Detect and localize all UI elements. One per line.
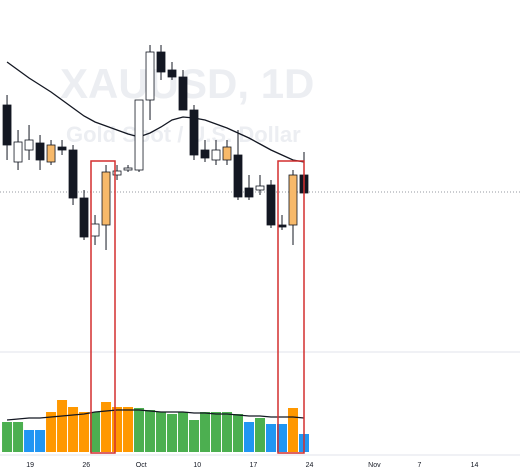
candle-body <box>46 144 56 163</box>
candle-body <box>211 149 221 161</box>
highlight-box <box>90 160 116 454</box>
candle-body <box>90 223 100 237</box>
candle-body <box>79 197 89 238</box>
volume-bar <box>46 412 57 452</box>
volume-bar <box>167 414 178 452</box>
volume-bar <box>276 424 287 452</box>
x-tick-label: 14 <box>471 462 479 469</box>
volume-bar <box>123 407 134 452</box>
candle-body <box>255 185 265 191</box>
volume-bar <box>90 412 101 452</box>
x-tick-label: 7 <box>418 462 422 469</box>
candle-body <box>200 149 210 159</box>
volume-bar <box>222 412 233 452</box>
candle-body <box>288 174 298 226</box>
volume-bar <box>211 412 222 452</box>
volume-bar <box>101 402 112 452</box>
volume-bar <box>287 408 298 452</box>
x-tick-label: Nov <box>368 462 381 469</box>
candle-body <box>57 146 67 151</box>
x-tick-label: 10 <box>193 462 201 469</box>
candle-body <box>244 187 254 198</box>
candle-body <box>189 109 199 156</box>
volume-bar <box>79 412 90 452</box>
candle-body <box>156 51 166 73</box>
x-tick-label: 26 <box>82 462 90 469</box>
volume-bar <box>178 412 189 452</box>
x-tick-label: 19 <box>26 462 34 469</box>
volume-bar <box>112 407 123 452</box>
plot: 19 26 Oct 10 17 24 Nov 7 14 <box>2 45 478 469</box>
volume-bar <box>265 424 276 452</box>
candle-body <box>178 76 188 111</box>
volume-bar <box>13 422 24 452</box>
volume-bar <box>2 422 13 452</box>
highlight-box <box>277 160 305 454</box>
volume-bar <box>134 408 145 452</box>
volume-bar <box>57 400 68 452</box>
candle-body <box>222 146 232 161</box>
candle-body <box>134 99 144 171</box>
volume-bar <box>189 420 200 452</box>
candle-body <box>233 154 243 198</box>
moving-average-line <box>6 61 305 163</box>
volume-bar <box>244 422 255 452</box>
volume-bar <box>145 410 156 452</box>
candle-body <box>24 139 34 151</box>
candle-body <box>13 141 23 163</box>
volume-bar <box>35 430 46 452</box>
x-tick-label: 17 <box>250 462 258 469</box>
candle-body <box>35 142 45 161</box>
x-tick-label: Oct <box>136 462 147 469</box>
candle-body <box>101 171 111 226</box>
volume-bar <box>200 412 211 452</box>
candle-body <box>266 184 276 226</box>
candle-body <box>167 69 177 78</box>
volume-bar <box>68 407 79 452</box>
candle-body <box>68 149 78 199</box>
volume-bar <box>24 430 35 452</box>
candle-body <box>123 167 133 171</box>
volume-ma-line <box>6 409 305 421</box>
candle-body <box>2 104 12 146</box>
candle-body <box>277 224 287 228</box>
volume-bar <box>156 412 167 452</box>
candle-body <box>145 51 155 101</box>
candle-body <box>112 170 122 176</box>
volume-bar <box>233 414 244 452</box>
x-tick-label: 24 <box>306 462 314 469</box>
volume-bar <box>255 418 265 452</box>
watermark-subtitle: Gold Spot / U.S. Dollar <box>66 122 301 147</box>
